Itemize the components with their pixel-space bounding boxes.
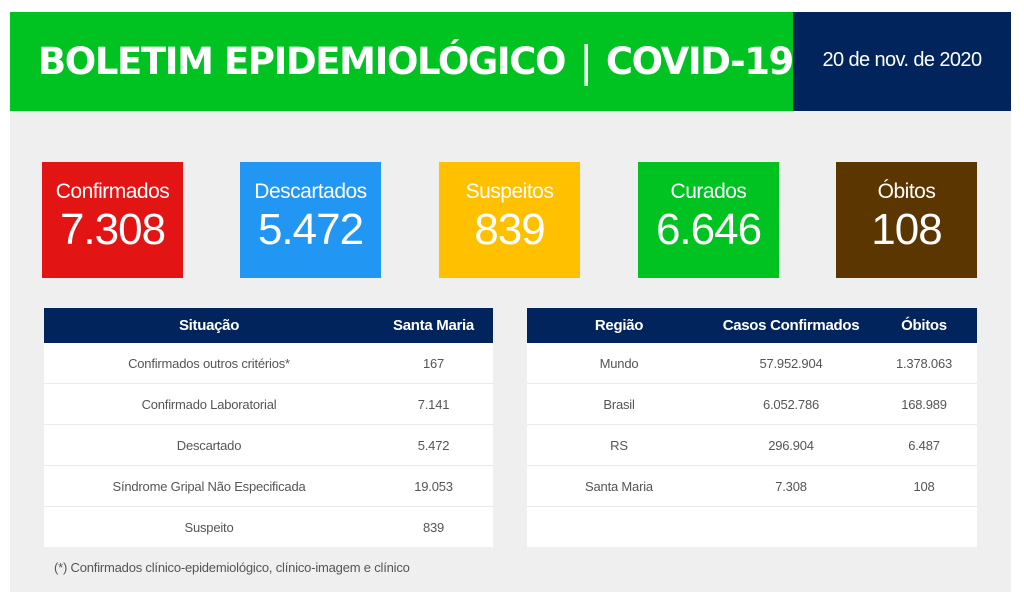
title-left: BOLETIM EPIDEMIOLÓGICO	[38, 40, 566, 83]
cell-deaths: 6.487	[908, 437, 940, 453]
cell-cases: 57.952.904	[759, 355, 823, 371]
col-santa-maria: Santa Maria	[393, 317, 474, 334]
cell-region: Mundo	[599, 355, 639, 371]
cell-cases: 7.308	[775, 478, 807, 494]
card-label: Confirmados	[55, 180, 170, 203]
title-separator: |	[579, 37, 593, 86]
cell-deaths: 108	[913, 478, 935, 494]
table-row: Suspeito 839	[44, 507, 493, 547]
col-regiao: Região	[594, 317, 644, 334]
title-right: COVID-19	[605, 40, 794, 83]
cell-label: Confirmados outros critérios*	[128, 355, 290, 371]
cell-region: Brasil	[603, 396, 635, 412]
footnote: (*) Confirmados clínico-epidemiológico, …	[54, 560, 410, 575]
card-label: Óbitos	[877, 180, 936, 203]
table-row-empty	[527, 507, 977, 547]
col-obitos: Óbitos	[901, 317, 947, 334]
card-confirmados: Confirmados 7.308	[42, 162, 183, 278]
cell-value: 7.141	[417, 396, 450, 412]
table-row: Síndrome Gripal Não Especificada 19.053	[44, 466, 493, 507]
table-row: Mundo 57.952.904 1.378.063	[527, 343, 977, 384]
cell-value: 5.472	[417, 437, 450, 453]
card-suspeitos: Suspeitos 839	[439, 162, 580, 278]
cell-region: RS	[610, 437, 628, 453]
table-row: Confirmados outros critérios* 167	[44, 343, 493, 384]
cell-cases: 296.904	[768, 437, 814, 453]
table-header: Região Casos Confirmados Óbitos	[527, 308, 977, 343]
table-row: Confirmado Laboratorial 7.141	[44, 384, 493, 425]
cell-label: Síndrome Gripal Não Especificada	[112, 478, 306, 494]
table-row: RS 296.904 6.487	[527, 425, 977, 466]
cell-value: 19.053	[414, 478, 453, 494]
card-descartados: Descartados 5.472	[240, 162, 381, 278]
card-curados: Curados 6.646	[638, 162, 779, 278]
card-value: 108	[871, 205, 942, 254]
report-date: 20 de nov. de 2020	[793, 12, 1011, 111]
table-row: Brasil 6.052.786 168.989	[527, 384, 977, 425]
card-obitos: Óbitos 108	[836, 162, 977, 278]
card-label: Descartados	[254, 180, 367, 203]
cell-cases: 6.052.786	[762, 396, 820, 412]
col-situacao: Situação	[178, 317, 240, 334]
cell-deaths: 168.989	[901, 396, 947, 412]
page-title: BOLETIM EPIDEMIOLÓGICO | COVID-19	[10, 12, 794, 111]
cell-label: Descartado	[176, 437, 242, 453]
card-value: 7.308	[59, 205, 166, 254]
card-label: Suspeitos	[465, 180, 554, 203]
col-casos-confirmados: Casos Confirmados	[722, 317, 860, 334]
table-row: Descartado 5.472	[44, 425, 493, 466]
cell-deaths: 1.378.063	[895, 355, 953, 371]
cell-label: Suspeito	[184, 519, 234, 535]
card-label: Curados	[670, 180, 747, 203]
region-table: Região Casos Confirmados Óbitos Mundo 57…	[527, 308, 977, 547]
cell-label: Confirmado Laboratorial	[141, 396, 277, 412]
card-value: 839	[474, 205, 545, 254]
table-row: Santa Maria 7.308 108	[527, 466, 977, 507]
table-header: Situação Santa Maria	[44, 308, 493, 343]
cell-value: 167	[422, 355, 445, 371]
cell-value: 839	[422, 519, 445, 535]
situation-table: Situação Santa Maria Confirmados outros …	[44, 308, 493, 547]
header-banner: BOLETIM EPIDEMIOLÓGICO | COVID-19 20 de …	[10, 12, 1011, 111]
card-value: 6.646	[655, 205, 762, 254]
card-value: 5.472	[257, 205, 364, 254]
cell-region: Santa Maria	[585, 478, 653, 494]
